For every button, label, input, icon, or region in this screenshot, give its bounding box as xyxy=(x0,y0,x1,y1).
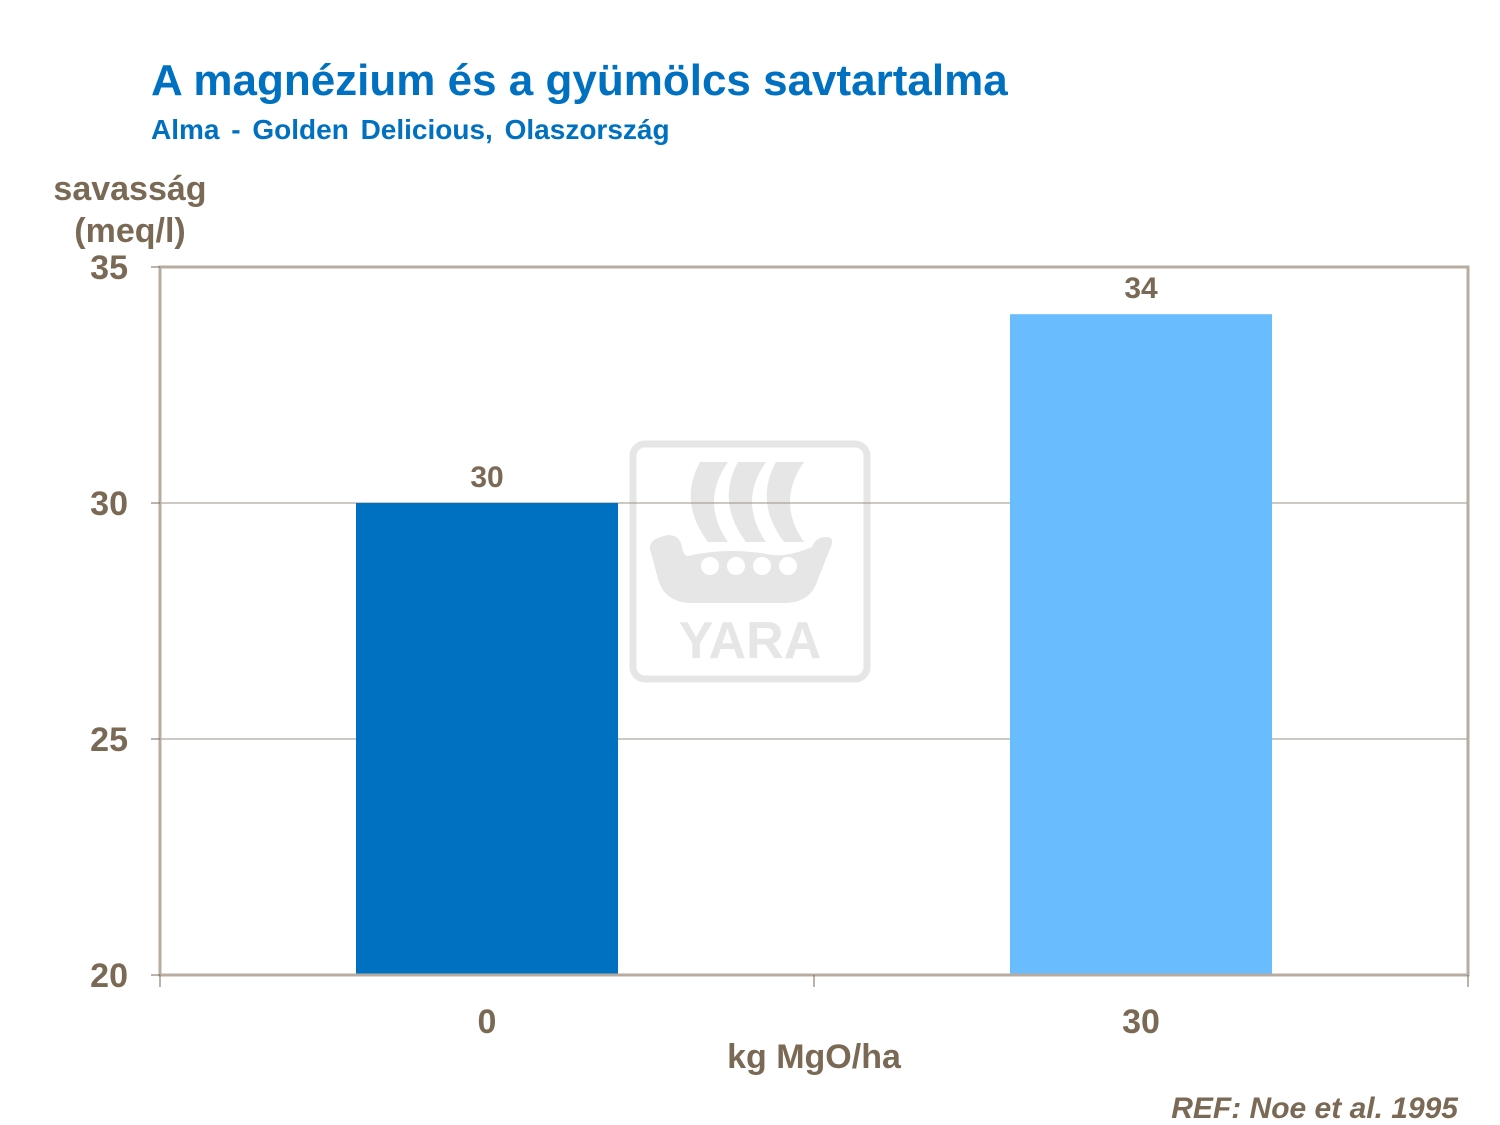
watermark-text: YARA xyxy=(679,612,822,670)
y-tick-label: 20 xyxy=(90,957,128,995)
bar xyxy=(356,503,618,975)
bars: 30 34 xyxy=(356,272,1272,975)
chart-title: A magnézium és a gyümölcs savtartalma xyxy=(151,56,1008,105)
chart-subtitle: Alma - Golden Delicious, Olaszország xyxy=(151,114,670,145)
x-tick-label: 0 xyxy=(478,1003,497,1041)
data-label: 34 xyxy=(1124,272,1158,305)
bar xyxy=(1010,314,1272,975)
reference-note: REF: Noe et al. 1995 xyxy=(1171,1092,1458,1125)
x-tick-label: 30 xyxy=(1122,1003,1160,1041)
y-axis-label-line-2: (meq/l) xyxy=(74,212,186,250)
y-axis-label-line-1: savasság xyxy=(53,170,207,208)
axes: 20 25 30 35 0 30 xyxy=(90,249,1469,1041)
x-axis-label: kg MgO/ha xyxy=(727,1038,901,1076)
yara-logo-watermark: YARA xyxy=(629,440,871,683)
y-tick-label: 30 xyxy=(90,485,128,523)
y-axis-label: savasság (meq/l) xyxy=(30,168,230,252)
data-label: 30 xyxy=(470,461,503,494)
y-tick-label: 25 xyxy=(90,721,128,759)
y-tick-label: 35 xyxy=(90,249,128,287)
